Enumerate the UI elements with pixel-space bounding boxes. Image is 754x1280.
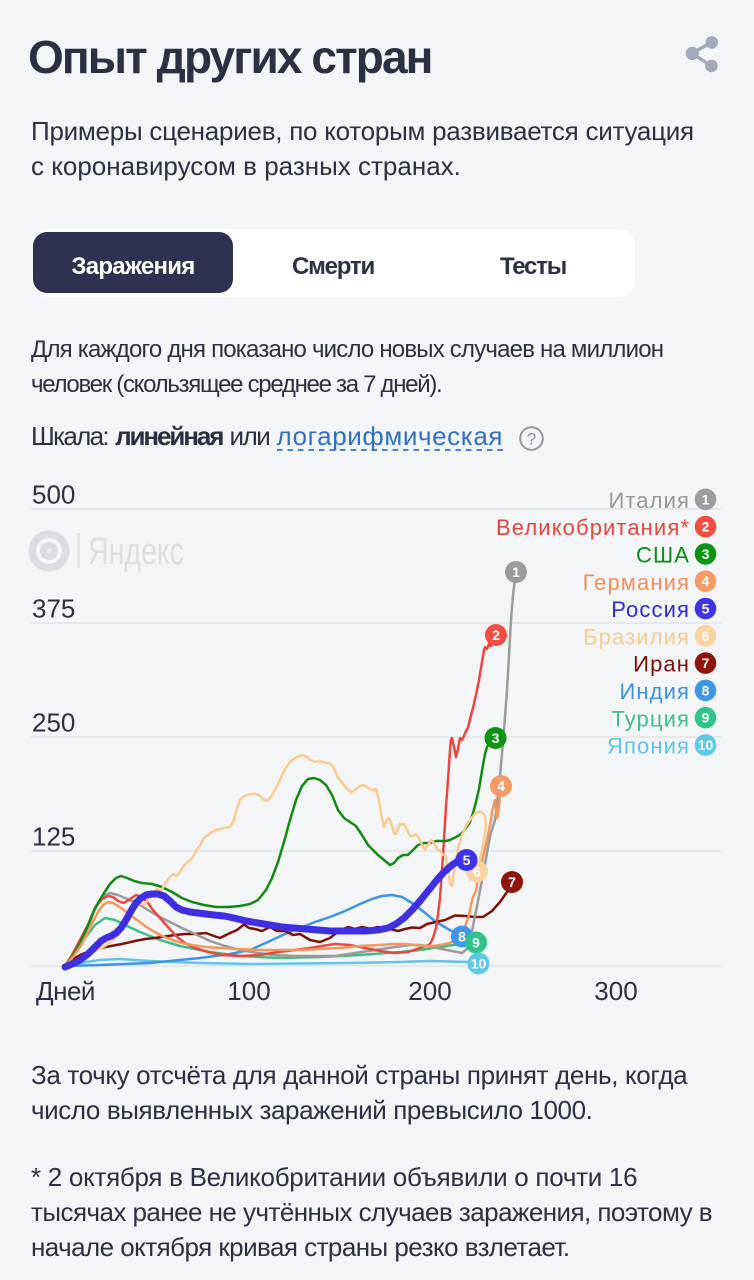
svg-text:Япония: Япония — [607, 734, 690, 759]
svg-text:5: 5 — [702, 601, 710, 617]
svg-text:200: 200 — [408, 976, 451, 1006]
svg-text:Турция: Турция — [611, 706, 690, 731]
svg-text:1: 1 — [512, 564, 520, 580]
svg-text:2: 2 — [492, 627, 500, 643]
svg-text:?: ? — [527, 430, 536, 449]
svg-text:Германия: Германия — [583, 570, 690, 595]
svg-text:Иран: Иран — [633, 652, 690, 677]
svg-text:1: 1 — [702, 491, 710, 507]
svg-text:8: 8 — [702, 682, 710, 698]
svg-text:6: 6 — [473, 864, 481, 880]
svg-text:6: 6 — [702, 628, 710, 644]
svg-text:8: 8 — [458, 929, 466, 945]
svg-text:125: 125 — [32, 822, 75, 852]
svg-text:500: 500 — [32, 480, 75, 510]
svg-text:300: 300 — [594, 976, 637, 1006]
svg-text:Яндекс: Яндекс — [88, 531, 184, 573]
svg-text:Россия: Россия — [611, 597, 690, 622]
svg-text:5: 5 — [463, 852, 471, 868]
svg-text:375: 375 — [32, 594, 75, 624]
svg-text:Дней: Дней — [36, 976, 95, 1006]
svg-text:Индия: Индия — [619, 679, 690, 704]
svg-text:Великобритания*: Великобритания* — [496, 515, 690, 540]
svg-text:9: 9 — [472, 935, 480, 951]
svg-text:4: 4 — [702, 573, 710, 589]
svg-text:100: 100 — [227, 976, 270, 1006]
svg-text:3: 3 — [492, 730, 500, 746]
svg-text:250: 250 — [32, 708, 75, 738]
svg-text:2: 2 — [702, 519, 710, 535]
svg-text:Бразилия: Бразилия — [583, 624, 690, 649]
svg-text:3: 3 — [702, 546, 710, 562]
svg-text:9: 9 — [702, 710, 710, 726]
svg-text:США: США — [636, 543, 690, 568]
svg-text:Италия: Италия — [608, 488, 690, 513]
svg-text:7: 7 — [702, 655, 710, 671]
svg-text:4: 4 — [497, 778, 505, 794]
svg-text:7: 7 — [508, 874, 516, 890]
svg-text:10: 10 — [471, 956, 487, 972]
svg-text:10: 10 — [698, 737, 714, 753]
